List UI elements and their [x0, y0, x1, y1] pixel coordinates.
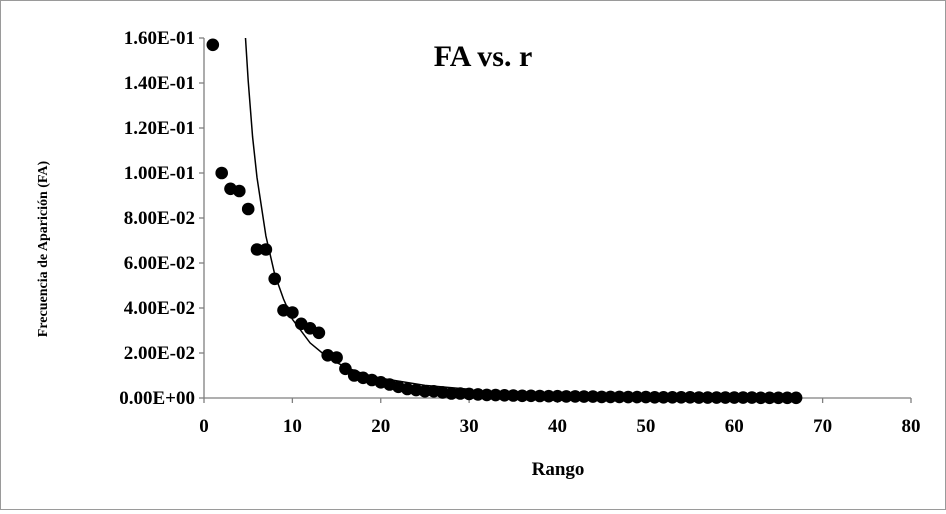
x-tick-label: 80: [902, 416, 921, 437]
y-tick-label: 4.00E-02: [124, 298, 195, 319]
x-tick-group: 0 10 20 30 40 50 60 70 80: [199, 398, 920, 437]
x-tick-label: 50: [636, 416, 655, 437]
y-tick-label: 1.20E-01: [124, 118, 195, 139]
data-point: [260, 243, 273, 256]
fit-curve-line: [246, 38, 470, 389]
y-axis-title: Frecuencia de Aparición (FA): [36, 160, 51, 337]
x-tick-label: 10: [283, 416, 302, 437]
data-point: [286, 306, 299, 319]
y-tick-label: 1.40E-01: [124, 73, 195, 94]
x-tick-label: 60: [725, 416, 744, 437]
x-tick-label: 70: [813, 416, 832, 437]
data-point: [330, 351, 343, 364]
chart-title: FA vs. r: [434, 40, 533, 73]
y-tick-label: 8.00E-02: [124, 208, 195, 229]
data-point: [233, 185, 246, 198]
data-points-layer: [207, 39, 803, 405]
data-point: [242, 203, 255, 216]
y-tick-group: 0.00E+00 2.00E-02 4.00E-02 6.00E-02 8.00E-02…: [119, 28, 204, 409]
data-point: [313, 327, 326, 340]
fit-curve-layer: [246, 38, 470, 389]
y-tick-label: 1.00E-01: [124, 163, 195, 184]
y-tick-label: 6.00E-02: [124, 253, 195, 274]
x-tick-label: 0: [199, 416, 209, 437]
data-point: [790, 392, 803, 405]
x-tick-label: 20: [371, 416, 390, 437]
y-tick-label: 1.60E-01: [124, 28, 195, 49]
x-axis-title: Rango: [532, 459, 585, 480]
y-tick-label: 0.00E+00: [119, 388, 195, 409]
data-point: [207, 39, 220, 52]
x-tick-label: 40: [548, 416, 567, 437]
x-tick-label: 30: [460, 416, 479, 437]
plot-area: 0.00E+00 2.00E-02 4.00E-02 6.00E-02 8.00E-02…: [119, 28, 920, 437]
data-point: [268, 273, 281, 286]
data-point: [215, 167, 228, 180]
y-tick-label: 2.00E-02: [124, 343, 195, 364]
